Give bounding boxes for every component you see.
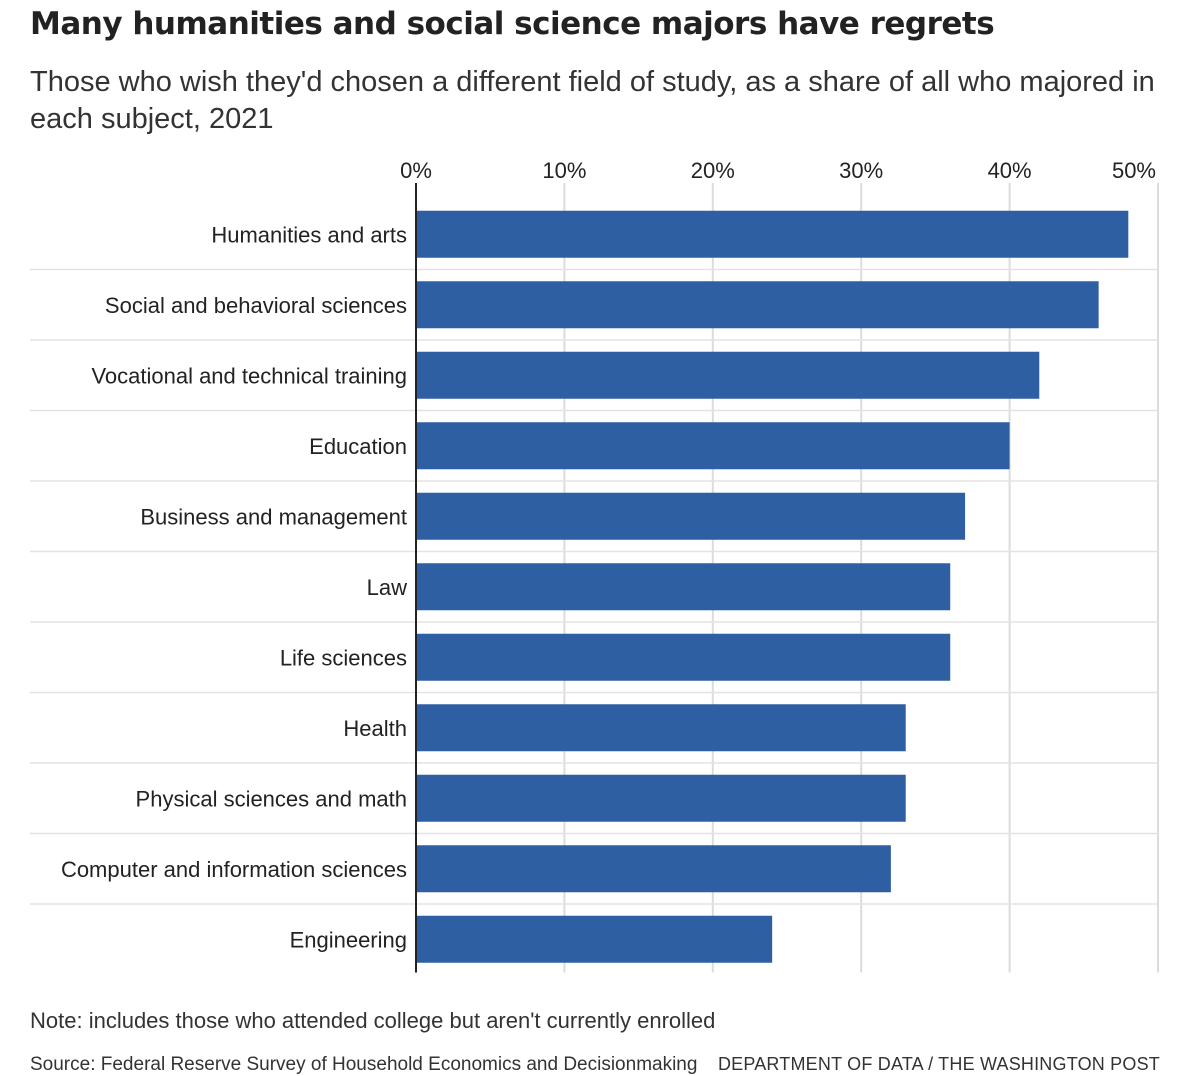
category-label: Business and management: [140, 504, 407, 529]
category-label: Education: [309, 434, 407, 459]
chart-note: Note: includes those who attended colleg…: [30, 1008, 716, 1033]
bar: [416, 633, 951, 681]
chart-subtitle: Those who wish they'd chosen a different…: [30, 66, 1155, 135]
bar: [416, 422, 1010, 470]
bar: [416, 563, 951, 611]
category-label: Humanities and arts: [211, 222, 407, 247]
bar: [416, 704, 906, 752]
chart-credit: DEPARTMENT OF DATA / THE WASHINGTON POST: [717, 1054, 1160, 1074]
category-label: Physical sciences and math: [136, 786, 407, 811]
category-label: Engineering: [290, 927, 407, 952]
bar: [416, 915, 773, 963]
chart-source: Source: Federal Reserve Survey of Househ…: [30, 1054, 698, 1075]
bar: [416, 845, 891, 893]
category-label: Computer and information sciences: [61, 857, 407, 882]
bar: [416, 210, 1129, 258]
x-tick-label: 10%: [542, 158, 586, 183]
category-label: Law: [367, 575, 407, 600]
x-tick-label: 50%: [1112, 158, 1156, 183]
x-tick-label: 20%: [691, 158, 735, 183]
bar: [416, 774, 906, 822]
category-label: Social and behavioral sciences: [105, 293, 407, 318]
bar-chart: 0% 10% 20% 30% 40% 50% Humanities and arts Soci…: [30, 158, 1159, 973]
x-tick-label: 0%: [400, 158, 432, 183]
bar: [416, 492, 966, 540]
category-label: Health: [343, 716, 407, 741]
x-tick-label: 30%: [839, 158, 883, 183]
chart-title: Many humanities and social science major…: [30, 6, 995, 42]
bar: [416, 281, 1099, 329]
bar: [416, 351, 1040, 399]
category-label: Vocational and technical training: [91, 363, 407, 388]
x-tick-label: 40%: [988, 158, 1032, 183]
category-label: Life sciences: [280, 645, 407, 670]
